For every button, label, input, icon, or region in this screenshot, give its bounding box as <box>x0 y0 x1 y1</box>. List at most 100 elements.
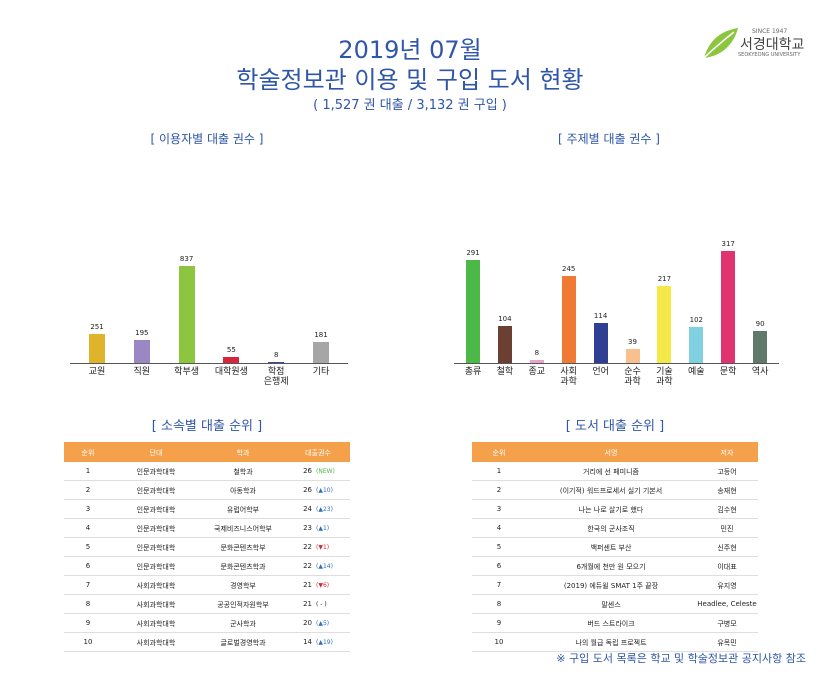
cell: 한국의 군사조직 <box>587 525 635 533</box>
logo-leaf <box>703 28 738 59</box>
category-label: 총류 <box>464 367 482 377</box>
cell: 김수현 <box>717 506 737 514</box>
table-row: 6 인문과학대학 문화콘텐츠학과 22 (▲14) <box>64 557 350 576</box>
table-row: 3 인문과학대학 유럽어학부 24 (▲23) <box>64 500 350 519</box>
cell: 7 <box>496 581 502 589</box>
category-label: 철학 <box>496 367 514 377</box>
table-row: 3 나는 나로 살기로 했다 김수현 <box>472 500 758 519</box>
cell: 군사학과 <box>230 620 256 628</box>
cell: 8 <box>496 600 502 608</box>
cell: 말센스 <box>601 601 621 609</box>
cell: 사회과학대학 <box>136 582 176 590</box>
count: 23 <box>303 524 312 532</box>
rank-change: (▲14) <box>316 563 333 570</box>
table-title: [ 도서 대출 순위 ] <box>565 419 665 434</box>
category-label: 기타 <box>312 367 330 377</box>
baseline <box>70 363 348 364</box>
bar <box>178 266 195 363</box>
table-row: 1 거리에 선 페미니즘 고등어 <box>472 462 758 481</box>
cell: 20 (▲5) <box>286 619 350 627</box>
count: 22 <box>303 562 312 570</box>
cell: 10 <box>83 638 93 646</box>
cell: 국제비즈니스어학부 <box>214 525 272 533</box>
cell: 인문과학대학 <box>136 563 176 571</box>
cell: 인문과학대학 <box>136 544 176 552</box>
bar <box>593 322 608 363</box>
cell: 5 <box>496 543 502 551</box>
value-label: 8 <box>273 351 279 360</box>
logo-since: SINCE 1947 <box>752 28 788 35</box>
bar <box>625 349 640 363</box>
table-row: 1 인문과학대학 철학과 26 (NEW) <box>64 462 350 481</box>
rank-change: (▼6) <box>316 582 330 589</box>
value-label: 55 <box>226 345 236 354</box>
count: 21 <box>303 581 312 589</box>
category-label: 학점 은행제 <box>263 367 289 387</box>
bar <box>89 333 105 363</box>
table-row: 10 사회과학대학 글로벌경영학과 14 (▲19) <box>64 633 350 652</box>
cell: 1 <box>496 467 502 475</box>
bar <box>223 356 240 363</box>
bar <box>529 360 544 363</box>
cell: 백퍼센트 부산 <box>590 544 632 552</box>
category-label: 예술 <box>688 367 705 377</box>
count: 20 <box>303 619 312 627</box>
category-label: 종교 <box>528 367 546 377</box>
cell: 문화콘텐츠학과 <box>220 563 266 571</box>
cell: 8 <box>85 600 91 608</box>
column-header: 저자 <box>720 449 734 457</box>
bar <box>133 340 150 363</box>
cell: 21 ( - ) <box>286 600 350 608</box>
category-label: 언어 <box>592 367 609 377</box>
cell: 고등어 <box>717 468 737 476</box>
cell: 9 <box>85 619 91 627</box>
page-heading: 학술정보관 이용 및 구입 도서 현황 <box>236 66 584 94</box>
table-row: 5 인문과학대학 문화콘텐츠학부 22 (▼1) <box>64 538 350 557</box>
bar <box>753 331 768 363</box>
category-label: 직원 <box>133 367 151 377</box>
rank-change: ( - ) <box>316 601 327 608</box>
count: 14 <box>303 638 312 646</box>
cell: 민진 <box>720 525 734 533</box>
table-header: 순위 서명 저자 <box>472 442 758 462</box>
value-label: 195 <box>135 329 149 338</box>
cell: 5 <box>85 543 91 551</box>
table-header: 순위 단대 학과 대출권수 <box>64 442 350 462</box>
logo-name: 서경대학교 <box>740 37 805 53</box>
category-label: 문학 <box>719 367 737 377</box>
value-label: 181 <box>314 331 328 340</box>
column-header: 대출권수 <box>305 449 331 457</box>
value-label: 102 <box>689 315 703 324</box>
value-label: 245 <box>562 265 576 274</box>
cell: 송재현 <box>717 487 737 495</box>
cell: 신주현 <box>717 544 737 552</box>
rank-change: (NEW) <box>316 468 335 475</box>
value-label: 8 <box>534 349 540 358</box>
cell: 경영학부 <box>230 582 256 590</box>
cell: 3 <box>496 505 502 513</box>
cell: 글로벌경영학과 <box>220 639 266 647</box>
bar <box>466 260 480 363</box>
value-label: 104 <box>498 315 512 324</box>
cell: 10 <box>494 638 504 646</box>
cell: 1 <box>85 467 91 475</box>
cell: (2019) 에듀윌 SMAT 1주 끝장 <box>563 582 659 590</box>
cell: 6개월에 천만 원 모으기 <box>576 563 646 571</box>
cell: 26 (▲10) <box>286 486 350 494</box>
table-row: 8 말센스 Headlee, Celeste <box>472 595 758 614</box>
value-label: 90 <box>755 320 765 329</box>
column-header: 순위 <box>81 449 95 457</box>
cell: 구병모 <box>717 620 737 628</box>
table-row: 8 사회과학대학 공공인적자원학부 21 ( - ) <box>64 595 350 614</box>
category-label: 역사 <box>751 367 769 377</box>
footnote: ※ 구입 도서 목록은 학교 및 학술정보관 공지사항 참조 <box>556 652 806 665</box>
table-row: 10 나의 월급 독립 프로젝트 유목민 <box>472 633 758 652</box>
table-row: 4 한국의 군사조직 민진 <box>472 519 758 538</box>
bar <box>721 251 736 363</box>
column-header: 서명 <box>604 449 618 457</box>
count: 24 <box>303 505 312 513</box>
bar <box>268 362 285 363</box>
cell: 버드 스트라이크 <box>587 620 635 628</box>
cell: 유럽어학부 <box>226 506 260 514</box>
bar <box>561 276 576 363</box>
